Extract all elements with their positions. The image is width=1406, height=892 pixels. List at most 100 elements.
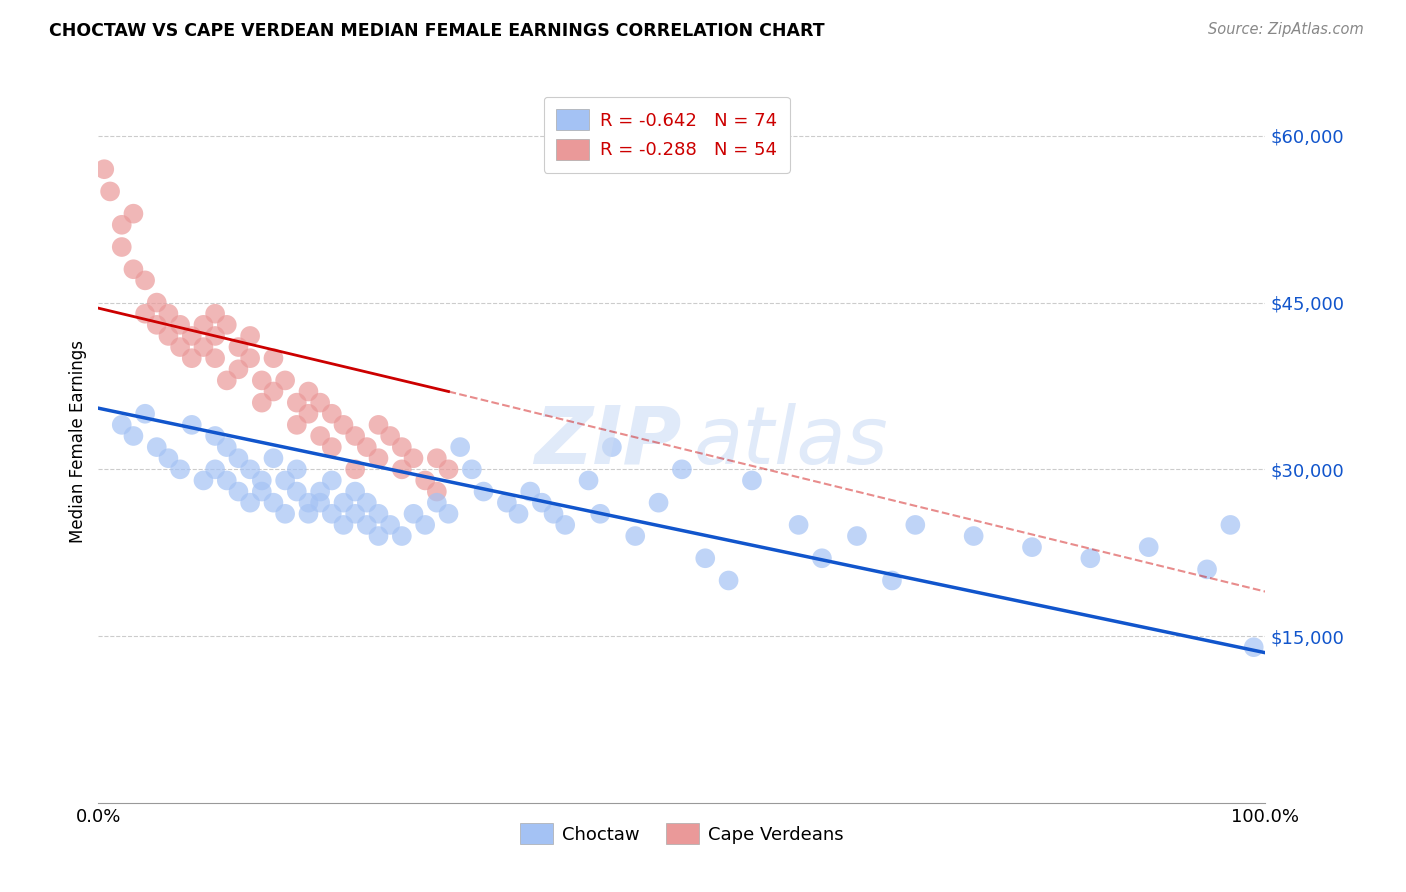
Y-axis label: Median Female Earnings: Median Female Earnings (69, 340, 87, 543)
Point (250, 474, 273, 488)
Point (215, 373, 238, 387)
Point (530, 496, 553, 510)
Point (695, 551, 717, 566)
Point (134, 307, 156, 321)
Point (274, 507, 297, 521)
Point (543, 507, 565, 521)
Point (122, 207, 145, 221)
Point (413, 474, 436, 488)
Text: atlas: atlas (693, 402, 889, 481)
Point (204, 307, 226, 321)
Point (215, 318, 238, 332)
Point (157, 307, 180, 321)
Point (367, 451, 389, 466)
Point (811, 551, 834, 566)
Point (962, 529, 984, 543)
Point (228, 451, 250, 466)
Point (204, 429, 226, 443)
Point (180, 329, 202, 343)
Point (297, 507, 319, 521)
Point (787, 517, 810, 532)
Point (741, 474, 763, 488)
Point (508, 507, 530, 521)
Point (554, 517, 576, 532)
Point (321, 440, 343, 454)
Point (426, 484, 449, 499)
Point (380, 517, 402, 532)
Point (122, 429, 145, 443)
Point (367, 529, 389, 543)
Point (146, 295, 169, 310)
Point (846, 529, 869, 543)
Point (391, 462, 413, 476)
Point (204, 462, 226, 476)
Point (391, 440, 413, 454)
Point (93, 162, 115, 177)
Point (647, 496, 669, 510)
Point (285, 395, 308, 409)
Point (309, 484, 332, 499)
Point (344, 484, 367, 499)
Point (262, 451, 284, 466)
Point (391, 529, 413, 543)
Point (180, 351, 202, 366)
Text: Source: ZipAtlas.com: Source: ZipAtlas.com (1208, 22, 1364, 37)
Point (321, 407, 343, 421)
Point (111, 218, 134, 232)
Point (461, 462, 484, 476)
Point (321, 507, 343, 521)
Point (1219, 517, 1241, 532)
Point (309, 395, 332, 409)
Point (426, 496, 449, 510)
Point (402, 507, 425, 521)
Point (134, 273, 156, 287)
Point (193, 474, 215, 488)
Point (297, 496, 319, 510)
Point (111, 240, 134, 254)
Point (413, 517, 436, 532)
Point (250, 484, 273, 499)
Point (344, 429, 367, 443)
Point (157, 329, 180, 343)
Point (285, 417, 308, 432)
Point (904, 517, 927, 532)
Point (169, 318, 191, 332)
Point (285, 462, 308, 476)
Point (380, 429, 402, 443)
Point (356, 496, 378, 510)
Point (589, 507, 612, 521)
Point (309, 496, 332, 510)
Point (600, 440, 623, 454)
Legend: Choctaw, Cape Verdeans: Choctaw, Cape Verdeans (513, 816, 851, 852)
Point (297, 384, 319, 399)
Point (671, 462, 693, 476)
Point (228, 484, 250, 499)
Point (624, 529, 647, 543)
Point (285, 484, 308, 499)
Point (250, 395, 273, 409)
Point (193, 318, 215, 332)
Point (309, 429, 332, 443)
Point (356, 440, 378, 454)
Point (367, 507, 389, 521)
Point (437, 507, 460, 521)
Point (274, 373, 297, 387)
Point (146, 440, 169, 454)
Point (146, 318, 169, 332)
Point (228, 340, 250, 354)
Point (332, 517, 354, 532)
Point (239, 496, 262, 510)
Point (111, 417, 134, 432)
Point (472, 484, 495, 499)
Point (1137, 540, 1160, 554)
Point (250, 373, 273, 387)
Point (169, 462, 191, 476)
Point (239, 329, 262, 343)
Point (98, 185, 121, 199)
Point (1080, 551, 1102, 566)
Point (239, 462, 262, 476)
Point (519, 484, 541, 499)
Point (449, 440, 471, 454)
Point (1195, 562, 1218, 576)
Point (239, 351, 262, 366)
